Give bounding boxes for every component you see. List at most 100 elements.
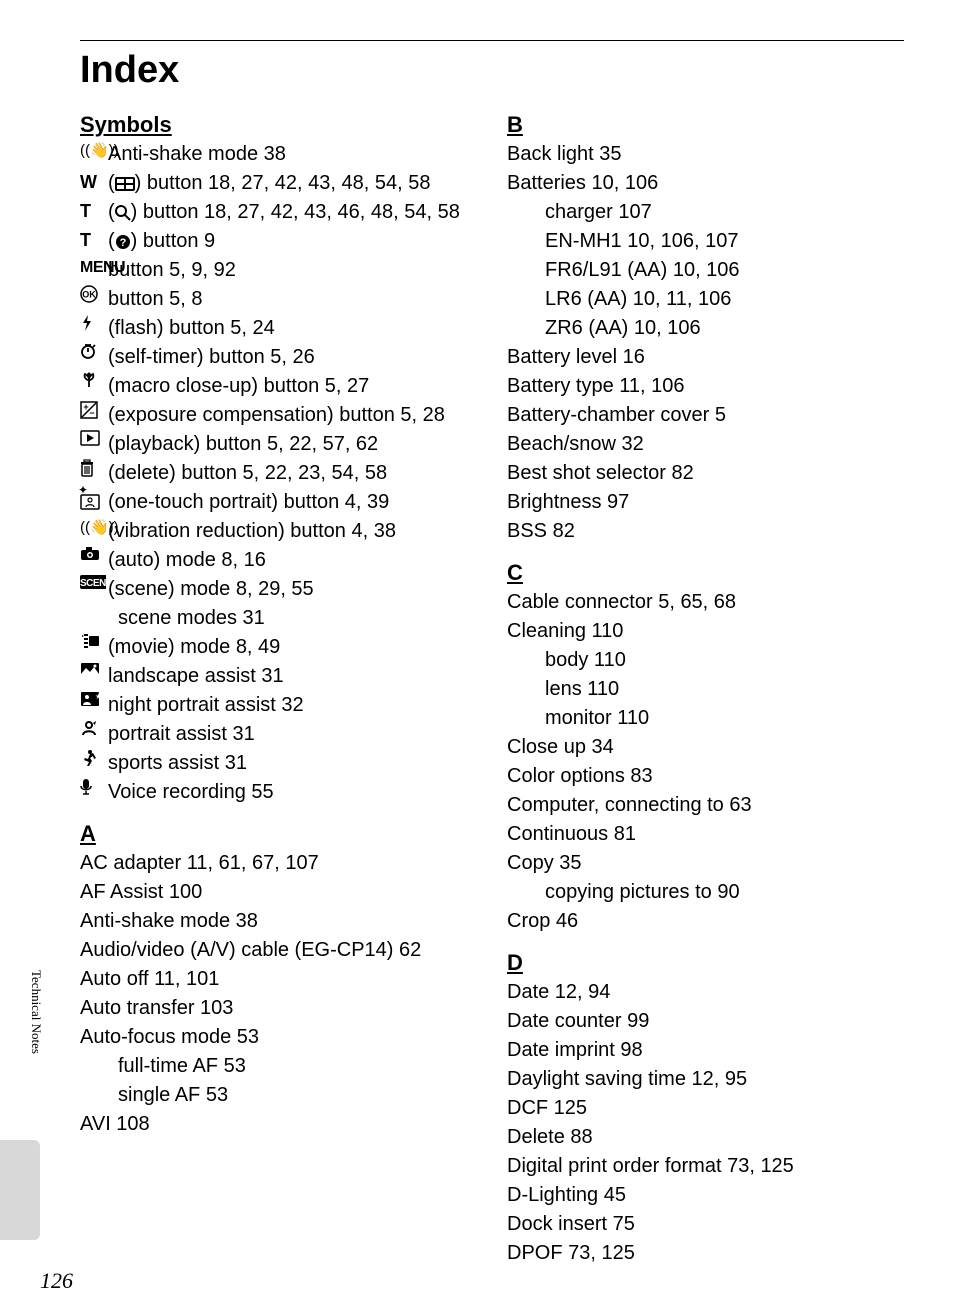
index-entry: Auto transfer 103 (80, 994, 477, 1023)
index-entry: Audio/video (A/V) cable (EG-CP14) 62 (80, 936, 477, 965)
index-entry: Daylight saving time 12, 95 (507, 1065, 904, 1094)
index-entry: Color options 83 (507, 762, 904, 791)
index-entry-text: Date imprint 98 (507, 1036, 904, 1065)
index-entry-text: (flash) button 5, 24 (108, 314, 477, 343)
index-entry-text: Best shot selector 82 (507, 459, 904, 488)
index-entry-text: DPOF 73, 125 (507, 1239, 904, 1268)
svg-text:+: + (83, 402, 88, 412)
index-entry: Battery-chamber cover 5 (507, 401, 904, 430)
index-subentry: monitor 110 (545, 704, 904, 733)
index-entry-text: Continuous 81 (507, 820, 904, 849)
index-entry-text: Dock insert 75 (507, 1210, 904, 1239)
trash-icon (80, 459, 106, 477)
index-entry: Date 12, 94 (507, 978, 904, 1007)
index-entry-text: () button 18, 27, 42, 43, 48, 54, 58 (108, 169, 477, 198)
antishake-icon: ((👋)) (80, 140, 106, 162)
index-entry: Close up 34 (507, 733, 904, 762)
index-entry: Crop 46 (507, 907, 904, 936)
index-entry-text: (?) button 9 (108, 227, 477, 256)
movie-icon (80, 633, 106, 649)
section-head: A (80, 821, 477, 847)
index-entry: (flash) button 5, 24 (80, 314, 477, 343)
thumb-icon (115, 172, 135, 194)
flash-icon (80, 314, 106, 332)
index-entry-text: Battery type 11, 106 (507, 372, 904, 401)
section-head: Symbols (80, 112, 477, 138)
index-subentry: charger 107 (545, 198, 904, 227)
index-entry-text: (macro close-up) button 5, 27 (108, 372, 477, 401)
w-icon: W (80, 169, 106, 195)
index-entry: Computer, connecting to 63 (507, 791, 904, 820)
index-subentry: full-time AF 53 (118, 1052, 477, 1081)
svg-text:−: − (89, 408, 94, 418)
index-entry-text: (exposure compensation) button 5, 28 (108, 401, 477, 430)
index-entry-text: (movie) mode 8, 49 (108, 633, 477, 662)
camera-icon (80, 546, 106, 561)
index-subentry: scene modes 31 (118, 604, 477, 633)
index-entry-text: BSS 82 (507, 517, 904, 546)
scene-icon: SCENE (80, 575, 106, 589)
magnify-icon (115, 201, 131, 223)
index-entry-text: Crop 46 (507, 907, 904, 936)
index-entry-text: Battery-chamber cover 5 (507, 401, 904, 430)
section-head: D (507, 950, 904, 976)
index-entry: W () button 18, 27, 42, 43, 48, 54, 58 (80, 169, 477, 198)
index-subentry: FR6/L91 (AA) 10, 106 (545, 256, 904, 285)
index-entry-text: Auto off 11, 101 (80, 965, 477, 994)
index-entry-text: portrait assist 31 (108, 720, 477, 749)
nightport-icon: ★ (80, 691, 106, 707)
index-entry-text: Computer, connecting to 63 (507, 791, 904, 820)
index-entry: AC adapter 11, 61, 67, 107 (80, 849, 477, 878)
index-entry: Auto off 11, 101 (80, 965, 477, 994)
index-entry: (auto) mode 8, 16 (80, 546, 477, 575)
index-entry-text: sports assist 31 (108, 749, 477, 778)
index-entry-text: Auto transfer 103 (80, 994, 477, 1023)
index-subentry: ZR6 (AA) 10, 106 (545, 314, 904, 343)
index-entry-text: landscape assist 31 (108, 662, 477, 691)
index-columns: Symbols((👋)) Anti-shake mode 38W () butt… (80, 112, 904, 1268)
index-entry-text: Cleaning 110 (507, 617, 904, 646)
ok-icon: OK (80, 285, 106, 303)
t-icon: T (80, 227, 106, 253)
index-entry: AF Assist 100 (80, 878, 477, 907)
timer-icon (80, 343, 106, 359)
index-entry: T (?) button 9 (80, 227, 477, 256)
svg-text:SCENE: SCENE (80, 578, 106, 589)
index-entry-text: (auto) mode 8, 16 (108, 546, 477, 575)
index-entry-text: Delete 88 (507, 1123, 904, 1152)
index-entry-text: Brightness 97 (507, 488, 904, 517)
index-entry-text: Date counter 99 (507, 1007, 904, 1036)
index-entry-text: button 5, 8 (108, 285, 477, 314)
portassist-icon (80, 720, 106, 736)
index-entry-text: Audio/video (A/V) cable (EG-CP14) 62 (80, 936, 477, 965)
svg-text:?: ? (119, 237, 126, 249)
index-entry: ((👋)) Anti-shake mode 38 (80, 140, 477, 169)
index-entry: Beach/snow 32 (507, 430, 904, 459)
index-entry: ✦ (one-touch portrait) button 4, 39 (80, 488, 477, 517)
index-entry: Cable connector 5, 65, 68 (507, 588, 904, 617)
side-label: Technical Notes (28, 970, 44, 1054)
menu-icon: MENU (80, 256, 106, 279)
index-entry-text: (scene) mode 8, 29, 55 (108, 575, 477, 604)
index-entry: Copy 35 (507, 849, 904, 878)
index-entry-text: Cable connector 5, 65, 68 (507, 588, 904, 617)
index-entry: Brightness 97 (507, 488, 904, 517)
landscape-icon (80, 662, 106, 678)
index-entry-text: Voice recording 55 (108, 778, 477, 807)
index-entry-text: AC adapter 11, 61, 67, 107 (80, 849, 477, 878)
index-entry: Dock insert 75 (507, 1210, 904, 1239)
index-entry-text: Close up 34 (507, 733, 904, 762)
index-subentry: EN-MH1 10, 106, 107 (545, 227, 904, 256)
index-entry: (playback) button 5, 22, 57, 62 (80, 430, 477, 459)
index-entry-text: (delete) button 5, 22, 23, 54, 58 (108, 459, 477, 488)
index-entry: ★ night portrait assist 32 (80, 691, 477, 720)
index-entry: Date imprint 98 (507, 1036, 904, 1065)
index-entry: Delete 88 (507, 1123, 904, 1152)
index-entry: Batteries 10, 106 (507, 169, 904, 198)
svg-text:OK: OK (82, 290, 96, 300)
index-entry-text: Digital print order format 73, 125 (507, 1152, 904, 1181)
index-entry: (macro close-up) button 5, 27 (80, 372, 477, 401)
index-subentry: LR6 (AA) 10, 11, 106 (545, 285, 904, 314)
index-entry-text: () button 18, 27, 42, 43, 46, 48, 54, 58 (108, 198, 477, 227)
index-entry: Back light 35 (507, 140, 904, 169)
